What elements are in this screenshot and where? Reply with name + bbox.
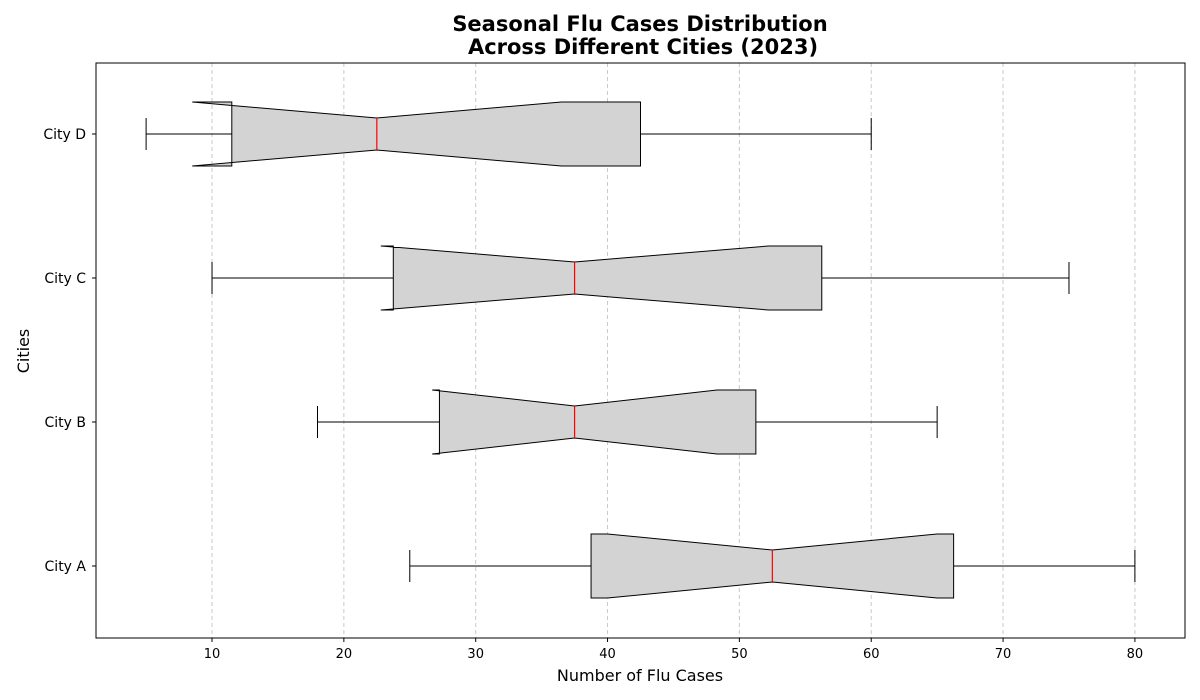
x-ticks: 10 20 30 40 50 60 70 80: [204, 638, 1143, 662]
x-tick-label-20: 20: [336, 647, 353, 662]
x-tick-label-10: 10: [204, 647, 221, 662]
x-tick-label-40: 40: [599, 647, 616, 662]
boxes: [145, 101, 1136, 599]
notched-box-city-c: [380, 245, 823, 311]
x-tick-label-80: 80: [1127, 647, 1144, 662]
x-tick-label-70: 70: [995, 647, 1012, 662]
y-tick-label-city-c: City C: [44, 271, 86, 287]
box-city-b: [316, 389, 938, 455]
y-tick-label-city-a: City A: [45, 559, 87, 575]
box-city-c: [211, 245, 1070, 311]
plot-frame: [95, 62, 1186, 639]
chart-title-line-1: Seasonal Flu Cases Distribution: [452, 12, 827, 36]
x-axis-label: Number of Flu Cases: [557, 666, 723, 685]
x-tick-label-60: 60: [863, 647, 880, 662]
y-tick-label-city-b: City B: [45, 415, 87, 431]
x-tick-label-30: 30: [467, 647, 484, 662]
y-tick-label-city-d: City D: [43, 127, 86, 143]
x-tick-label-50: 50: [731, 647, 748, 662]
notched-box-city-b: [432, 389, 757, 455]
box-city-a: [409, 533, 1136, 599]
box-city-d: [145, 101, 872, 167]
notched-box-city-d: [192, 101, 641, 167]
chart-title-line-2: Across Different Cities (2023): [468, 35, 818, 59]
y-axis-label: Cities: [14, 329, 33, 374]
y-ticks: City A City B City C City D: [43, 127, 96, 575]
